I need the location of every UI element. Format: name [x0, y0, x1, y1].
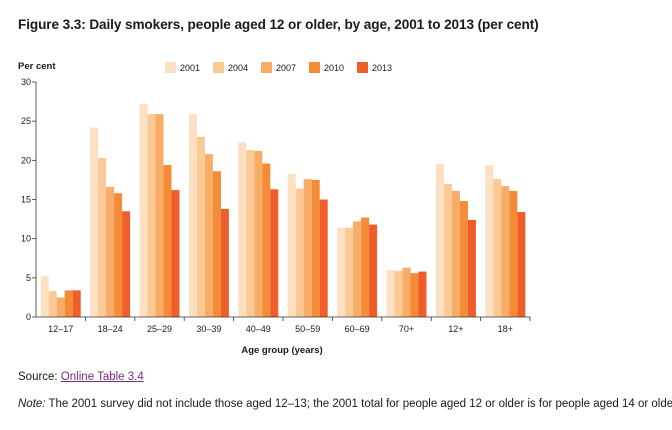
bar: [114, 193, 123, 317]
x-tick-label: 40–49: [246, 324, 271, 334]
bar: [418, 271, 427, 317]
bar: [295, 188, 304, 317]
y-tick-label: 0: [26, 312, 31, 322]
bar: [64, 290, 73, 317]
x-tick-label: 18+: [498, 324, 513, 334]
bar: [485, 165, 494, 317]
source-label: Source:: [18, 371, 58, 383]
figure-title: Figure 3.3: Daily smokers, people aged 1…: [18, 17, 539, 32]
legend-label: 2010: [324, 63, 344, 73]
y-tick-label: 5: [26, 273, 31, 283]
x-tick-label: 50–59: [295, 324, 320, 334]
bar: [509, 190, 518, 317]
bar-chart: Per cent Age group (years) 2001 2004 2007 2…: [18, 61, 531, 356]
y-tick-label: 25: [21, 116, 31, 126]
bar: [361, 217, 370, 317]
bar: [386, 270, 395, 317]
y-tick-label: 20: [21, 155, 31, 165]
bar: [238, 142, 247, 317]
bar: [353, 221, 362, 317]
bar: [435, 164, 444, 317]
bar: [345, 227, 354, 317]
bar: [98, 157, 107, 317]
bar: [188, 114, 197, 317]
bar: [287, 173, 296, 317]
bar: [262, 163, 271, 317]
legend-swatch: [357, 62, 368, 73]
bar: [155, 114, 164, 317]
bar: [106, 186, 115, 317]
bar: [402, 267, 411, 317]
x-tick-label: 60–69: [345, 324, 370, 334]
bar: [90, 127, 99, 317]
axes-group: 0 5 10 15 20 25 30 12–17 18–24 25–29 30–39 40–49 50–…: [21, 77, 531, 334]
bar: [139, 103, 148, 317]
x-tick-label: 25–29: [147, 324, 172, 334]
bar: [72, 290, 81, 317]
legend-label: 2001: [180, 63, 200, 73]
legend-swatch: [261, 62, 272, 73]
bar: [459, 201, 468, 317]
x-tick-label: 18–24: [98, 324, 123, 334]
note-text: The 2001 survey did not include those ag…: [48, 398, 672, 410]
bar: [394, 270, 403, 317]
x-tick-label: 12+: [448, 324, 463, 334]
x-axis-label: Age group (years): [241, 345, 322, 356]
bar: [40, 276, 49, 317]
legend-swatch: [213, 62, 224, 73]
bar: [254, 150, 263, 317]
bar: [204, 154, 213, 317]
bar: [246, 150, 255, 317]
y-tick-label: 30: [21, 77, 31, 87]
note-lead: Note:: [18, 398, 46, 410]
bar: [337, 227, 346, 317]
bar: [147, 114, 156, 317]
x-tick-label: 12–17: [48, 324, 73, 334]
bar: [493, 179, 502, 317]
source-link[interactable]: Online Table 3.4: [60, 371, 144, 383]
bar: [319, 199, 328, 317]
bar: [410, 273, 419, 317]
bars-group: [40, 103, 526, 317]
legend-swatch: [309, 62, 320, 73]
bar: [48, 291, 57, 317]
bar: [220, 208, 229, 317]
source-line: Source: Online Table 3.4: [18, 371, 144, 383]
x-tick-label: 30–39: [196, 324, 221, 334]
bar: [443, 183, 452, 317]
bar: [369, 224, 378, 317]
bar: [451, 190, 460, 317]
bar: [311, 179, 320, 317]
bar: [171, 190, 180, 317]
bar: [212, 171, 221, 317]
bar: [270, 189, 279, 317]
bar: [467, 219, 476, 317]
bar: [501, 186, 510, 317]
note-line: Note: The 2001 survey did not include th…: [18, 398, 672, 410]
chart-legend: 2001 2004 2007 2010 2013: [165, 62, 392, 73]
y-tick-label: 15: [21, 195, 31, 205]
legend-label: 2013: [372, 63, 392, 73]
bar: [122, 211, 131, 317]
bar: [56, 297, 65, 317]
legend-label: 2004: [228, 63, 248, 73]
bar: [517, 212, 526, 317]
y-axis-label: Per cent: [18, 61, 56, 72]
y-tick-label: 10: [21, 234, 31, 244]
legend-label: 2007: [276, 63, 296, 73]
bar: [303, 179, 312, 317]
x-tick-label: 70+: [399, 324, 414, 334]
bar: [196, 136, 205, 317]
bar: [163, 165, 172, 317]
legend-swatch: [165, 62, 176, 73]
